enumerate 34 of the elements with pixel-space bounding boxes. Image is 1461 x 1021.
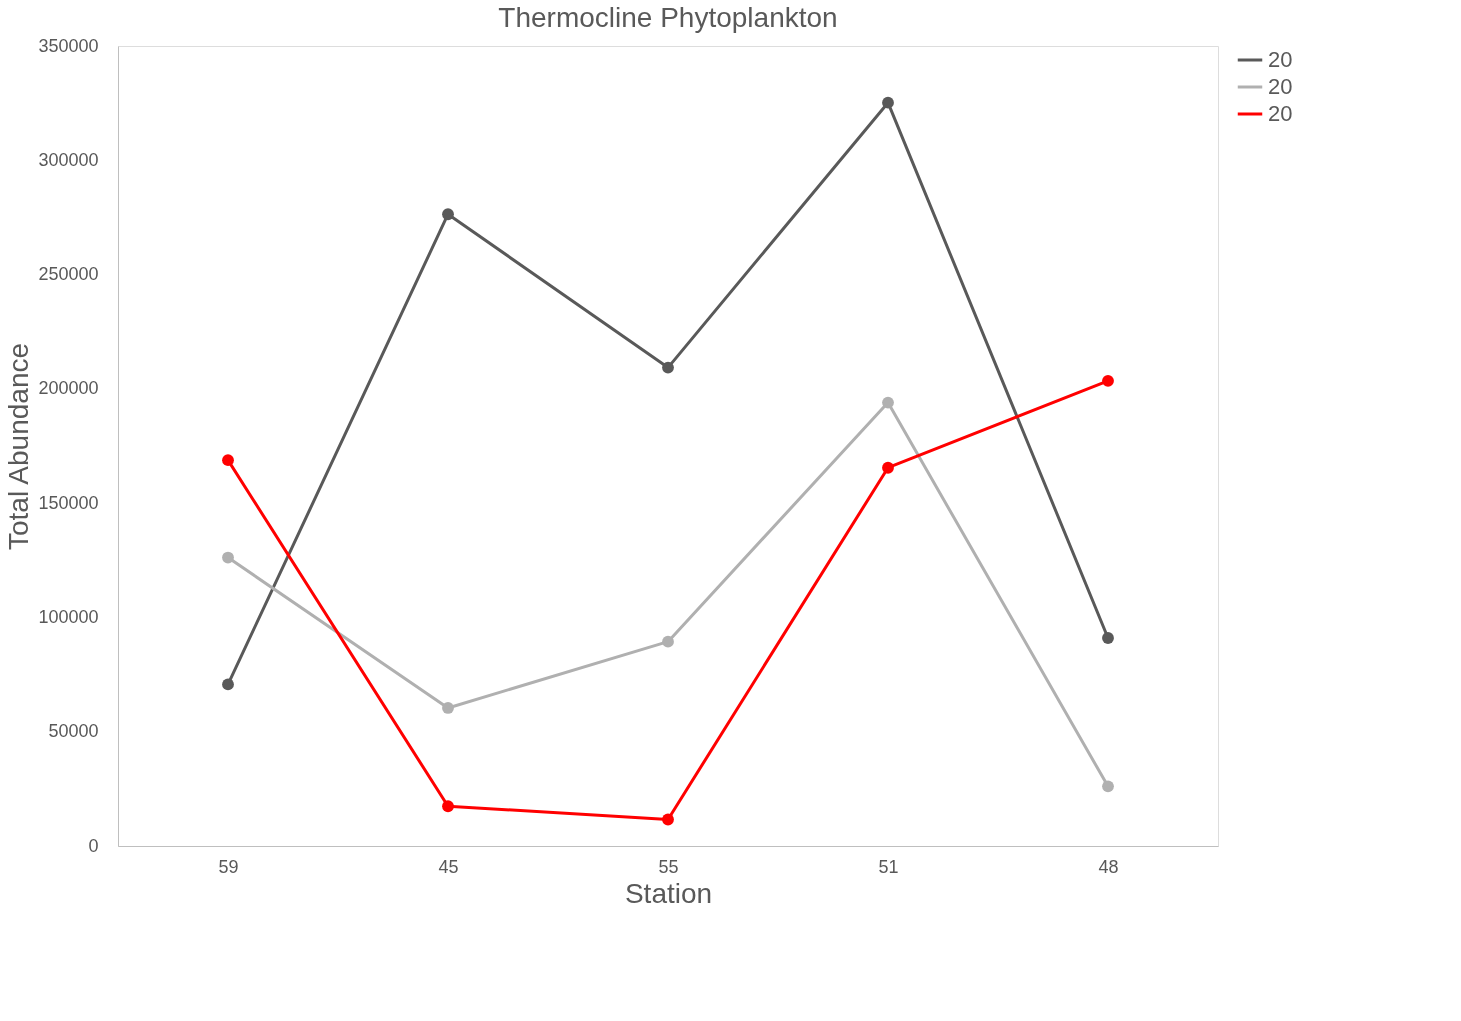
point <box>442 208 454 221</box>
point <box>1102 632 1114 644</box>
y-tick-label: 150000 <box>38 492 99 513</box>
y-axis-title: Total Abundance <box>3 342 35 551</box>
point <box>662 813 674 826</box>
x-tick-label: 59 <box>218 856 239 877</box>
chart-title: Thermocline Phytoplankton <box>498 2 838 33</box>
x-tick-label: 48 <box>1098 856 1119 877</box>
point <box>882 461 894 474</box>
point <box>882 396 894 409</box>
point <box>882 96 894 109</box>
point <box>1102 374 1114 387</box>
x-axis-title: Station <box>624 877 713 909</box>
y-tick-label: 100000 <box>38 606 99 627</box>
legend-label: 20 <box>1268 47 1293 72</box>
point <box>442 800 454 813</box>
x-tick-label: 51 <box>878 856 899 877</box>
y-tick-label: 200000 <box>38 378 99 399</box>
x-tick-label: 55 <box>658 856 679 877</box>
y-tick-label: 250000 <box>38 264 99 285</box>
y-tick-label: 0 <box>88 835 99 856</box>
point <box>222 454 234 467</box>
point <box>222 551 234 564</box>
point <box>1102 780 1114 793</box>
y-tick-label: 50000 <box>48 721 99 742</box>
legend-label: 20 <box>1268 74 1293 99</box>
x-tick-label: 45 <box>438 856 459 877</box>
y-tick-label: 350000 <box>38 35 99 56</box>
point <box>662 361 674 374</box>
point <box>662 635 674 648</box>
y-tick-label: 300000 <box>38 149 99 170</box>
legend-label: 20 <box>1268 101 1293 126</box>
point <box>442 702 454 714</box>
point <box>222 678 234 691</box>
